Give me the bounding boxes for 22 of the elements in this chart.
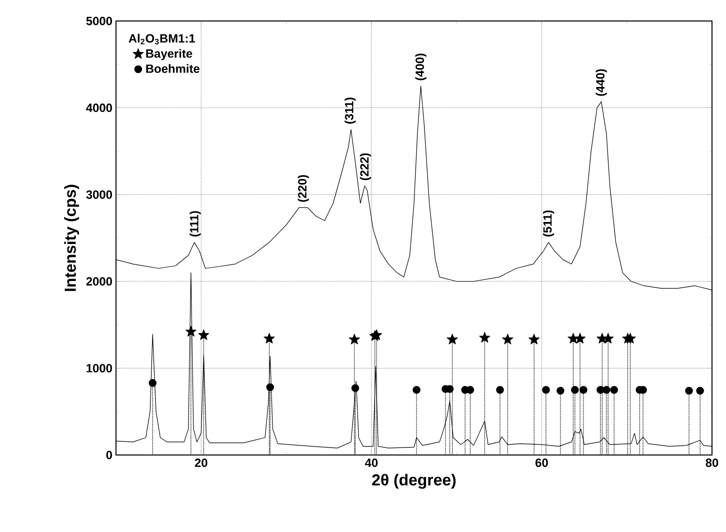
annotation: (111) xyxy=(190,211,201,237)
annotation: (511) xyxy=(542,210,554,237)
legend-title: Al$_{2}$O$_{3}$BM1:1 xyxy=(128,34,196,44)
x-tick-label: 60 xyxy=(536,458,548,467)
y-tick-label: 5000 xyxy=(86,16,112,26)
annotation: (400) xyxy=(415,54,426,80)
x-axis-title: 2θ (degree) xyxy=(372,474,456,489)
y-axis-title: Intensity (cps) xyxy=(64,184,80,291)
x-tick-label: 40 xyxy=(364,458,378,467)
annotation: (222) xyxy=(360,153,372,180)
y-tick-label: 3000 xyxy=(86,190,112,199)
annotation: (220) xyxy=(298,175,309,202)
y-tick-label: 4000 xyxy=(86,104,112,112)
annotation: (440) xyxy=(596,69,607,96)
annotation: (311) xyxy=(344,98,356,124)
y-tick-label: 0 xyxy=(106,450,112,460)
x-tick-label: 20 xyxy=(194,458,208,467)
x-tick-label: 80 xyxy=(706,458,718,467)
legend-label: Bayerite xyxy=(146,49,192,60)
y-tick-label: 1000 xyxy=(86,364,112,372)
y-tick-label: 2000 xyxy=(86,277,112,286)
legend-label: Boehmite xyxy=(146,64,200,73)
